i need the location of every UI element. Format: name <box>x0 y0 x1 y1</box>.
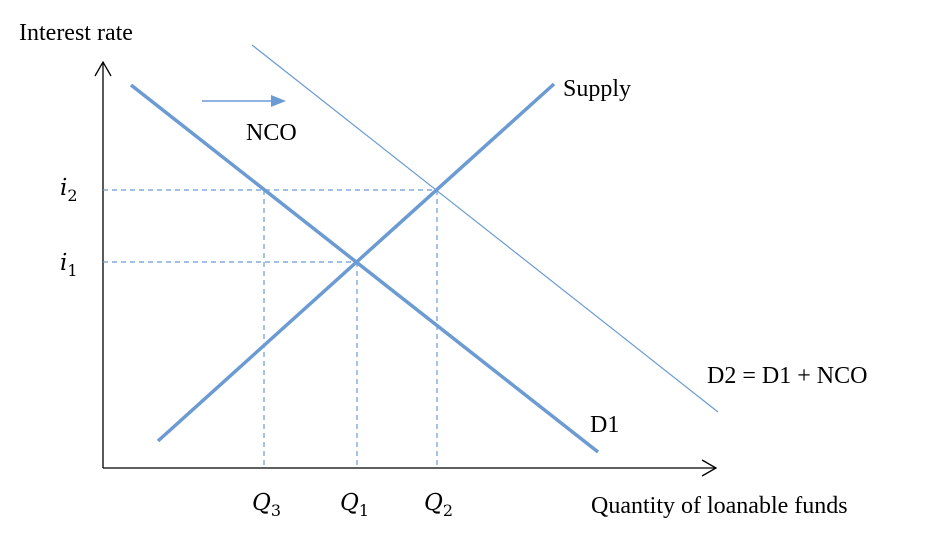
x-tick-q2-base: Q <box>424 490 443 516</box>
x-tick-q1-base: Q <box>340 490 359 516</box>
x-tick-q2-sub: 2 <box>443 501 453 520</box>
d1-curve <box>129 83 600 454</box>
supply-curve <box>156 82 556 443</box>
y-axis-label: Interest rate <box>19 20 133 46</box>
y-axis-arrowhead <box>94 60 112 77</box>
nco-label: NCO <box>246 120 297 146</box>
y-tick-i2: i2 <box>60 175 78 205</box>
y-tick-i2-base: i <box>60 175 67 201</box>
supply-label: Supply <box>563 76 631 102</box>
guide-lines <box>103 189 438 468</box>
nco-shift-arrow <box>202 95 286 107</box>
d2-curve <box>251 44 719 413</box>
x-tick-q2: Q2 <box>424 490 453 520</box>
x-axis-arrowhead <box>701 459 718 477</box>
y-tick-i2-sub: 2 <box>67 186 77 205</box>
axes <box>94 60 718 477</box>
x-axis-label: Quantity of loanable funds <box>591 493 848 519</box>
nco-arrow-head <box>271 95 286 107</box>
d1-label: D1 <box>590 412 619 438</box>
x-tick-q1: Q1 <box>340 490 369 520</box>
x-tick-q3-sub: 3 <box>271 501 281 520</box>
x-tick-q3: Q3 <box>252 490 281 520</box>
d2-label: D2 = D1 + NCO <box>707 363 867 389</box>
y-tick-i1-base: i <box>60 250 67 276</box>
x-tick-q3-base: Q <box>252 490 271 516</box>
y-tick-i1-sub: 1 <box>67 261 77 280</box>
x-tick-q1-sub: 1 <box>359 501 369 520</box>
y-tick-i1: i1 <box>60 250 78 280</box>
